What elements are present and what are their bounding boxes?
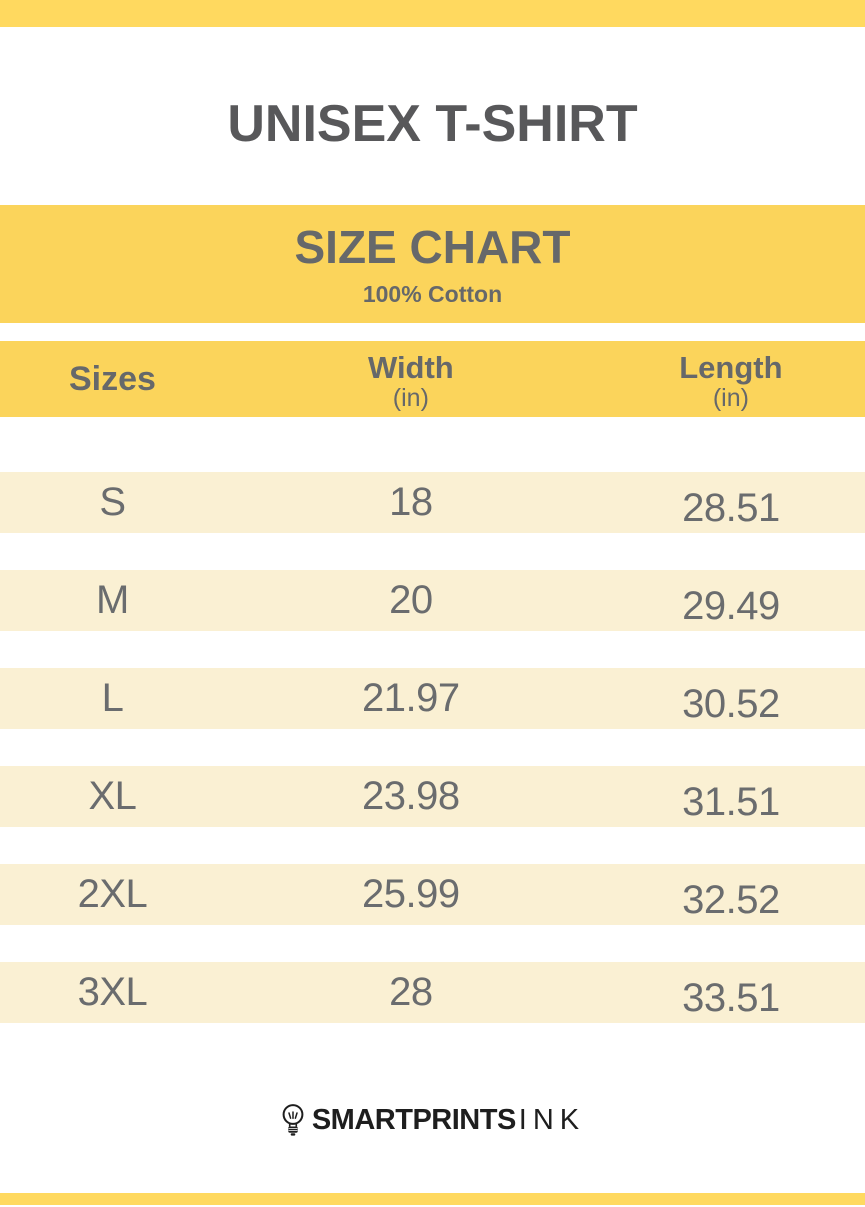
size-cell: 3XL [77,970,148,1014]
width-cell: 21.97 [362,676,460,720]
banner-subtitle: 100% Cotton [362,281,503,307]
width-cell: 28 [389,970,433,1014]
column-header-sizes: Sizes [68,360,156,398]
banner-title: SIZE CHART [294,221,571,273]
length-cell: 28.51 [682,486,780,530]
width-cell: 18 [389,480,433,524]
table-row: L 21.97 30.52 [0,668,865,729]
table-header-row: Sizes Width (in) Length (in) [0,341,865,417]
brand-logo: SMARTPRINTS INK [0,1098,865,1142]
length-cell: 32.52 [682,878,780,922]
length-cell: 29.49 [682,584,780,628]
column-header-width-label: Width [367,350,454,385]
brand-name-light: INK [518,1103,586,1136]
column-header-length: Length (in) [597,341,865,417]
table-row: M 20 29.49 [0,570,865,631]
column-header-length-label: Length [679,350,783,385]
size-chart-banner: SIZE CHART 100% Cotton [0,205,865,323]
bottom-accent-bar [0,1193,865,1205]
table-row: 2XL 25.99 32.52 [0,864,865,925]
length-cell: 33.51 [682,976,780,1020]
table-row: 3XL 28 33.51 [0,962,865,1023]
length-cell: 31.51 [682,780,780,824]
size-cell: XL [88,774,137,818]
size-table: S 18 28.51 M 20 29.49 L 21.97 30.52 XL 2… [0,472,865,1060]
size-cell: 2XL [77,872,148,916]
table-row: XL 23.98 31.51 [0,766,865,827]
brand-name-bold: SMARTPRINTS [311,1103,516,1136]
length-unit-label: (in) [712,384,749,413]
size-cell: M [96,578,129,622]
size-cell: S [99,480,126,524]
table-row: S 18 28.51 [0,472,865,533]
lightbulb-icon [280,1103,312,1138]
top-accent-bar [0,0,865,27]
width-unit-label: (in) [392,384,429,413]
width-cell: 20 [389,578,433,622]
column-header-width: Width (in) [225,341,597,417]
length-cell: 30.52 [682,682,780,726]
width-cell: 25.99 [362,872,460,916]
page-title: UNISEX T-SHIRT [227,95,638,153]
width-cell: 23.98 [362,774,460,818]
size-cell: L [101,676,124,720]
